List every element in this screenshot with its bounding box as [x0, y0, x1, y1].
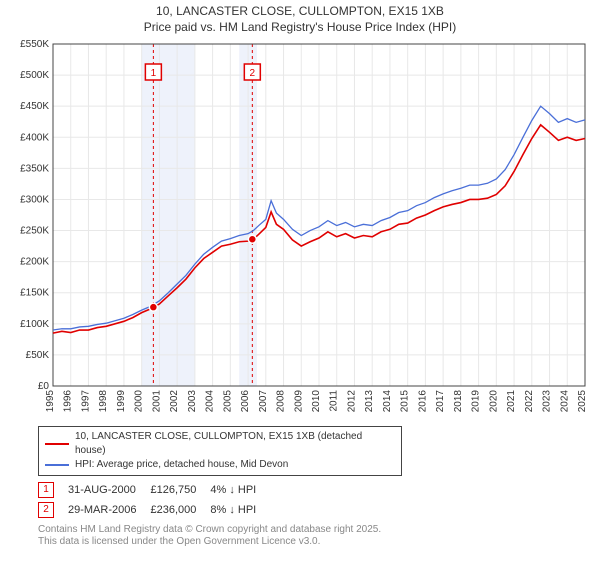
- svg-text:£500K: £500K: [20, 70, 49, 81]
- svg-text:£300K: £300K: [20, 194, 49, 205]
- legend-row-subject: 10, LANCASTER CLOSE, CULLOMPTON, EX15 1X…: [45, 430, 395, 458]
- event-row: 1 31-AUG-2000 £126,750 4% ↓ HPI: [38, 480, 270, 500]
- legend-swatch-subject: [45, 443, 69, 445]
- svg-text:2024: 2024: [559, 390, 570, 413]
- svg-text:2020: 2020: [488, 390, 499, 413]
- svg-text:2015: 2015: [400, 390, 411, 413]
- svg-text:2008: 2008: [276, 390, 287, 413]
- svg-text:£400K: £400K: [20, 132, 49, 143]
- svg-text:1999: 1999: [116, 390, 127, 413]
- svg-text:2017: 2017: [435, 390, 446, 413]
- legend-row-hpi: HPI: Average price, detached house, Mid …: [45, 458, 395, 472]
- legend-swatch-hpi: [45, 464, 69, 466]
- event-date: 29-MAR-2006: [68, 500, 150, 520]
- svg-text:£150K: £150K: [20, 288, 49, 299]
- svg-text:£50K: £50K: [26, 350, 50, 361]
- page-subtitle: Price paid vs. HM Land Registry's House …: [0, 20, 600, 34]
- svg-text:2023: 2023: [542, 390, 553, 413]
- svg-text:2025: 2025: [577, 390, 588, 413]
- legend-label-subject: 10, LANCASTER CLOSE, CULLOMPTON, EX15 1X…: [75, 430, 395, 458]
- event-date: 31-AUG-2000: [68, 480, 150, 500]
- page-title: 10, LANCASTER CLOSE, CULLOMPTON, EX15 1X…: [0, 4, 600, 18]
- event-delta: 4% ↓ HPI: [210, 480, 270, 500]
- svg-text:2011: 2011: [329, 390, 340, 412]
- svg-text:2003: 2003: [187, 390, 198, 413]
- svg-text:2002: 2002: [169, 390, 180, 413]
- footer-line-1: Contains HM Land Registry data © Crown c…: [38, 524, 600, 536]
- svg-text:£250K: £250K: [20, 226, 49, 237]
- svg-text:£450K: £450K: [20, 101, 49, 112]
- legend-label-hpi: HPI: Average price, detached house, Mid …: [75, 458, 288, 472]
- svg-text:2019: 2019: [471, 390, 482, 413]
- svg-text:£200K: £200K: [20, 257, 49, 268]
- svg-text:2014: 2014: [382, 390, 393, 413]
- svg-text:2004: 2004: [205, 390, 216, 413]
- svg-text:1998: 1998: [98, 390, 109, 413]
- svg-text:2013: 2013: [364, 390, 375, 413]
- svg-text:2009: 2009: [293, 390, 304, 413]
- svg-text:2016: 2016: [417, 390, 428, 413]
- svg-text:2007: 2007: [258, 390, 269, 413]
- svg-text:2010: 2010: [311, 390, 322, 413]
- svg-text:1996: 1996: [63, 390, 74, 413]
- price-chart: 12£0£50K£100K£150K£200K£250K£300K£350K£4…: [5, 40, 595, 420]
- svg-text:2006: 2006: [240, 390, 251, 413]
- event-price: £126,750: [150, 480, 210, 500]
- svg-text:1: 1: [151, 68, 157, 79]
- svg-text:2022: 2022: [524, 390, 535, 413]
- svg-text:2001: 2001: [151, 390, 162, 413]
- events-table: 1 31-AUG-2000 £126,750 4% ↓ HPI 2 29-MAR…: [38, 480, 600, 520]
- event-row: 2 29-MAR-2006 £236,000 8% ↓ HPI: [38, 500, 270, 520]
- event-delta: 8% ↓ HPI: [210, 500, 270, 520]
- svg-text:1997: 1997: [80, 390, 91, 413]
- legend-box: 10, LANCASTER CLOSE, CULLOMPTON, EX15 1X…: [38, 426, 402, 476]
- event-badge-1: 1: [38, 482, 54, 498]
- footer: Contains HM Land Registry data © Crown c…: [38, 524, 600, 548]
- svg-text:£350K: £350K: [20, 163, 49, 174]
- svg-text:£550K: £550K: [20, 40, 49, 50]
- svg-text:1995: 1995: [45, 390, 56, 413]
- svg-text:2018: 2018: [453, 390, 464, 413]
- event-price: £236,000: [150, 500, 210, 520]
- svg-text:2012: 2012: [346, 390, 357, 413]
- svg-text:£100K: £100K: [20, 319, 49, 330]
- svg-text:2021: 2021: [506, 390, 517, 413]
- event-badge-2: 2: [38, 502, 54, 518]
- svg-text:2000: 2000: [134, 390, 145, 413]
- svg-text:2005: 2005: [222, 390, 233, 413]
- chart-container: 12£0£50K£100K£150K£200K£250K£300K£350K£4…: [5, 40, 595, 420]
- footer-line-2: This data is licensed under the Open Gov…: [38, 536, 600, 548]
- svg-text:2: 2: [250, 68, 256, 79]
